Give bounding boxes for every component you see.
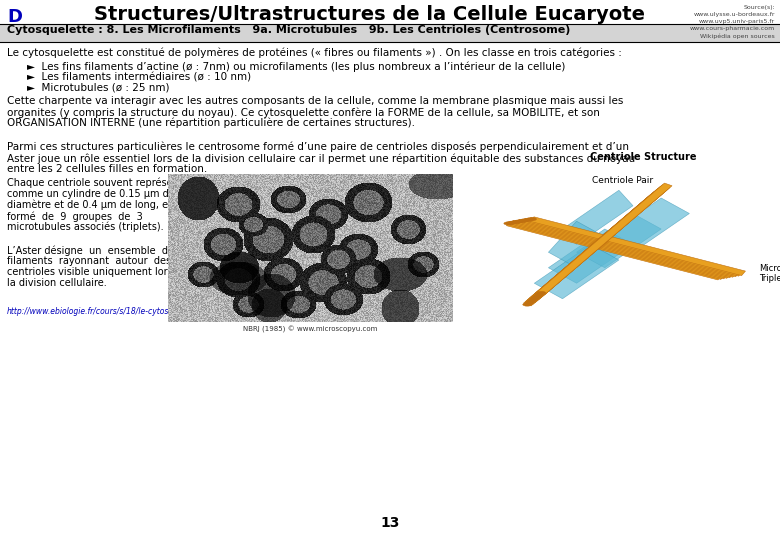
Ellipse shape bbox=[507, 221, 516, 225]
Polygon shape bbox=[548, 221, 604, 268]
Text: ►  Microtubules (ø : 25 nm): ► Microtubules (ø : 25 nm) bbox=[27, 83, 169, 93]
Text: 13: 13 bbox=[381, 516, 399, 530]
Polygon shape bbox=[527, 218, 743, 276]
Ellipse shape bbox=[504, 222, 513, 225]
Ellipse shape bbox=[519, 219, 528, 222]
Ellipse shape bbox=[525, 301, 534, 305]
Polygon shape bbox=[534, 186, 668, 298]
Text: Cette charpente va interagir avec les autres composants de la cellule, comme la : Cette charpente va interagir avec les au… bbox=[7, 96, 623, 106]
Polygon shape bbox=[506, 221, 722, 280]
Polygon shape bbox=[524, 218, 739, 276]
Ellipse shape bbox=[527, 218, 537, 221]
Polygon shape bbox=[562, 190, 633, 245]
Text: formé  de  9  groupes  de  3: formé de 9 groupes de 3 bbox=[7, 211, 143, 221]
Text: http://www.ebiologie.fr/cours/s/18/le-cytosquelette: http://www.ebiologie.fr/cours/s/18/le-cy… bbox=[7, 307, 201, 316]
Ellipse shape bbox=[533, 295, 542, 298]
Text: ►  Les filaments intermédiaires (ø : 10 nm): ► Les filaments intermédiaires (ø : 10 n… bbox=[27, 72, 251, 82]
Polygon shape bbox=[576, 213, 661, 268]
Ellipse shape bbox=[537, 291, 546, 294]
Polygon shape bbox=[534, 245, 619, 299]
Polygon shape bbox=[530, 217, 746, 275]
Text: Parmi ces structures particulières le centrosome formé d’une paire de centrioles: Parmi ces structures particulières le ce… bbox=[7, 142, 629, 152]
Ellipse shape bbox=[512, 220, 522, 224]
Ellipse shape bbox=[516, 220, 525, 223]
Polygon shape bbox=[531, 188, 666, 299]
Text: la division cellulaire.: la division cellulaire. bbox=[7, 278, 107, 288]
Text: Le cytosquelette est constitué de polymères de protéines (« fibres ou filaments : Le cytosquelette est constitué de polymè… bbox=[7, 48, 622, 58]
Ellipse shape bbox=[525, 218, 534, 221]
Ellipse shape bbox=[529, 298, 537, 301]
Text: L’Aster désigne  un  ensemble  de: L’Aster désigne un ensemble de bbox=[7, 245, 174, 255]
Text: Source(s):
www.ulysse.u-bordeaux.fr
www.uvp5.univ-paris5.fr
www.cours-pharmacie.: Source(s): www.ulysse.u-bordeaux.fr www.… bbox=[690, 5, 775, 39]
Text: Microtubule
Triplet: Microtubule Triplet bbox=[759, 264, 780, 284]
Polygon shape bbox=[523, 195, 658, 306]
Polygon shape bbox=[548, 229, 633, 284]
Polygon shape bbox=[518, 219, 734, 278]
Bar bbox=[0, 25, 780, 42]
Text: NBRJ (1985) © www.microscopyu.com: NBRJ (1985) © www.microscopyu.com bbox=[243, 326, 378, 333]
Text: D: D bbox=[7, 8, 22, 26]
Text: organites (y compris la structure du noyau). Ce cytosquelette confère la FORME d: organites (y compris la structure du noy… bbox=[7, 107, 600, 118]
Polygon shape bbox=[521, 219, 736, 277]
Text: Cytosquelette : 8. Les Microfilaments   9a. Microtubules   9b. Les Centrioles (C: Cytosquelette : 8. Les Microfilaments 9a… bbox=[7, 25, 570, 35]
Polygon shape bbox=[516, 220, 731, 278]
Text: Structures/Ultrastructures de la Cellule Eucaryote: Structures/Ultrastructures de la Cellule… bbox=[94, 5, 646, 24]
Polygon shape bbox=[512, 220, 728, 279]
Ellipse shape bbox=[522, 219, 530, 222]
Polygon shape bbox=[530, 190, 664, 301]
Ellipse shape bbox=[535, 293, 544, 296]
Polygon shape bbox=[509, 221, 725, 279]
Text: ►  Les fins filaments d’actine (ø : 7nm) ou microfilaments (les plus nombreux a : ► Les fins filaments d’actine (ø : 7nm) … bbox=[27, 61, 565, 71]
Text: Centriole Pair: Centriole Pair bbox=[593, 176, 654, 185]
Text: diamètre et de 0.4 µm de long, est: diamètre et de 0.4 µm de long, est bbox=[7, 200, 177, 211]
Ellipse shape bbox=[523, 303, 532, 306]
Ellipse shape bbox=[526, 300, 536, 303]
Text: Centriole Structure: Centriole Structure bbox=[590, 152, 697, 162]
Polygon shape bbox=[527, 191, 662, 302]
Text: comme un cylindre de 0.15 µm de: comme un cylindre de 0.15 µm de bbox=[7, 189, 175, 199]
Polygon shape bbox=[536, 185, 670, 296]
Ellipse shape bbox=[531, 296, 540, 300]
Text: entre les 2 cellules filles en formation.: entre les 2 cellules filles en formation… bbox=[7, 164, 207, 174]
Text: microtubules associés (triplets).: microtubules associés (triplets). bbox=[7, 222, 164, 233]
Polygon shape bbox=[537, 183, 672, 294]
Polygon shape bbox=[604, 198, 690, 252]
Ellipse shape bbox=[510, 221, 519, 224]
Polygon shape bbox=[526, 193, 660, 304]
Text: Aster joue un rôle essentiel lors de la division cellulaire car il permet une ré: Aster joue un rôle essentiel lors de la … bbox=[7, 153, 635, 164]
Text: centrioles visible uniquement lors de: centrioles visible uniquement lors de bbox=[7, 267, 188, 277]
Text: ORGANISATION INTERNE (une répartition particulière de certaines structures).: ORGANISATION INTERNE (une répartition pa… bbox=[7, 118, 415, 129]
Text: Chaque centriole souvent représenté: Chaque centriole souvent représenté bbox=[7, 178, 189, 188]
Text: filaments  rayonnant  autour  des: filaments rayonnant autour des bbox=[7, 256, 171, 266]
